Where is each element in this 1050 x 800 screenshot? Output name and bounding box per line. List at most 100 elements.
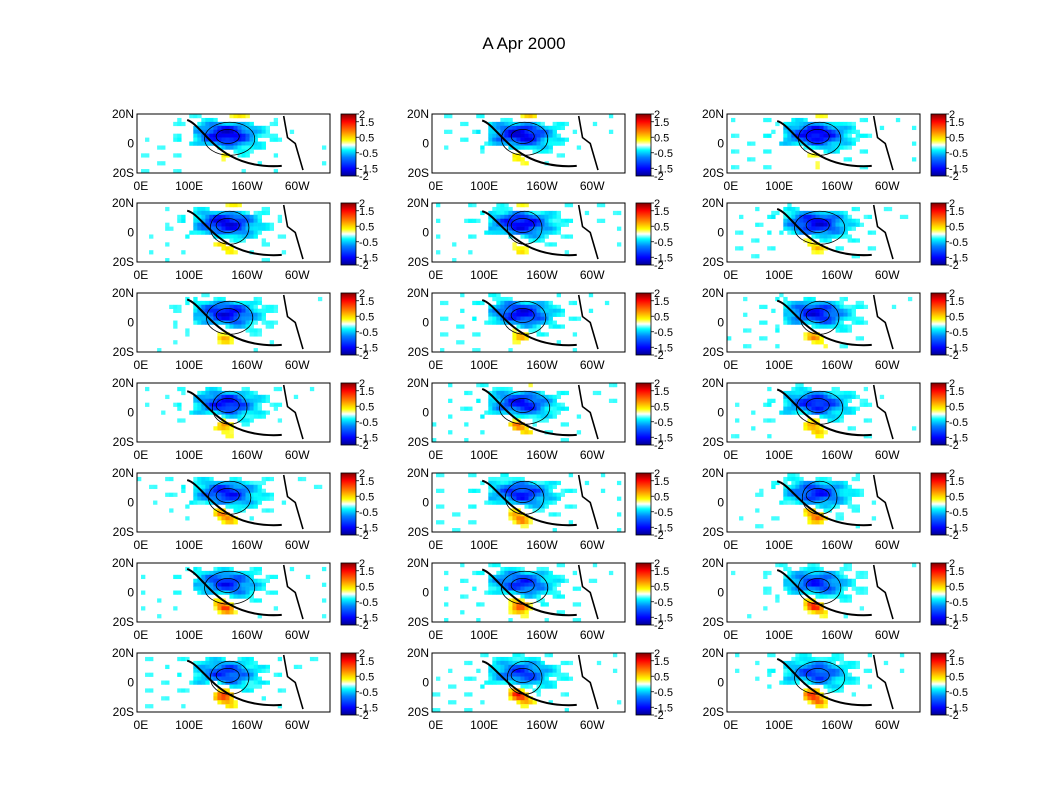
heatmap-cell — [225, 222, 230, 227]
x-tick-label: 60W — [875, 179, 900, 193]
heatmap-cell — [277, 418, 283, 423]
heatmap-cell — [233, 316, 238, 321]
heatmap-cell — [225, 496, 230, 501]
heatmap-cell — [257, 570, 262, 576]
heatmap-cell — [245, 684, 250, 689]
heatmap-cell — [213, 656, 218, 662]
heatmap-cell — [564, 676, 570, 681]
heatmap-cell — [839, 578, 844, 583]
heatmap-cell — [823, 129, 828, 134]
heatmap-cell — [827, 488, 832, 493]
heatmap-cell — [532, 125, 537, 131]
heatmap-cell — [815, 133, 820, 138]
heatmap-cell — [225, 394, 230, 400]
colorbar-tick-label: 0.5 — [359, 491, 374, 503]
heatmap-cell — [815, 234, 820, 239]
heatmap-cell — [847, 312, 852, 317]
panel-frame — [431, 382, 626, 443]
heatmap-cell — [540, 398, 545, 403]
heatmap-cell — [576, 316, 582, 321]
heatmap-cell — [847, 129, 852, 134]
colorbar-tick-label: -1.5 — [359, 612, 378, 624]
heatmap-cell — [480, 700, 485, 705]
heatmap-cell — [528, 141, 533, 146]
heatmap-cell — [540, 300, 545, 306]
heatmap-cell — [145, 153, 150, 158]
heatmap-cell — [500, 210, 505, 216]
heatmap-cell — [205, 117, 210, 123]
heatmap-cell — [201, 293, 206, 298]
heatmap-cell — [245, 394, 250, 400]
heatmap-cell — [237, 390, 242, 396]
heatmap-cell — [261, 696, 266, 701]
colorbar — [635, 292, 652, 356]
heatmap-cell — [839, 598, 844, 603]
heatmap-cell — [245, 578, 250, 583]
heatmap-cell — [476, 129, 481, 134]
heatmap-cell — [193, 206, 198, 212]
heatmap-cell — [532, 594, 537, 599]
heatmap-cell — [787, 226, 792, 231]
heatmap-cell — [221, 133, 226, 138]
heatmap-cell — [265, 206, 270, 212]
heatmap-cell — [835, 246, 840, 251]
heatmap-cell — [165, 492, 170, 497]
heatmap-cell — [460, 406, 465, 411]
heatmap-cell — [763, 606, 768, 611]
heatmap-cell — [181, 488, 186, 493]
heatmap-cell — [827, 476, 832, 482]
colorbar — [635, 113, 652, 177]
heatmap-cell — [811, 512, 816, 517]
heatmap-cell — [556, 394, 561, 400]
heatmap-cell — [273, 320, 279, 325]
heatmap-cell — [197, 582, 202, 587]
heatmap-cell — [548, 316, 553, 321]
heatmap-cell — [504, 402, 509, 407]
heatmap-cell — [524, 121, 529, 127]
heatmap-cell — [249, 570, 254, 576]
heatmap-cell — [265, 222, 270, 227]
heatmap-cell — [831, 688, 836, 693]
heatmap-cell — [827, 500, 832, 505]
colorbar-tick-label: 2 — [654, 558, 660, 570]
heatmap-cell — [767, 684, 772, 689]
heatmap-cell — [504, 125, 509, 131]
heatmap-cell — [891, 304, 897, 310]
heatmap-cell — [444, 316, 449, 321]
heatmap-cell — [819, 656, 824, 662]
heatmap-cell — [516, 129, 521, 134]
heatmap-cell — [524, 402, 529, 407]
heatmap-cell — [464, 137, 469, 142]
heatmap-cell — [803, 222, 808, 227]
heatmap-cell — [504, 222, 509, 227]
colorbar-tick-label: 0.5 — [359, 671, 374, 683]
heatmap-cell — [811, 578, 816, 583]
heatmap-cell — [488, 394, 493, 400]
heatmap-cell — [241, 594, 246, 599]
heatmap-cell — [197, 304, 202, 310]
heatmap-cell — [229, 676, 234, 681]
heatmap-cell — [819, 133, 824, 138]
heatmap-cell — [847, 328, 852, 333]
heatmap-cell — [536, 133, 541, 138]
heatmap-cell — [221, 340, 226, 345]
heatmap-cell — [763, 304, 768, 310]
heatmap-cell — [241, 410, 246, 415]
heatmap-cell — [835, 676, 840, 681]
heatmap-cell — [221, 153, 226, 158]
heatmap-cell — [811, 700, 816, 705]
heatmap-cell — [520, 656, 525, 662]
heatmap-cell — [209, 316, 214, 321]
heatmap-cell — [237, 680, 242, 685]
heatmap-cell — [783, 402, 788, 407]
heatmap-cell — [847, 566, 852, 572]
heatmap-cell — [492, 480, 497, 486]
heatmap-cell — [201, 390, 206, 396]
heatmap-cell — [819, 594, 824, 599]
heatmap-cell — [492, 210, 497, 216]
heatmap-cell — [520, 426, 525, 431]
heatmap-cell — [213, 598, 218, 603]
heatmap-cell — [835, 590, 840, 595]
heatmap-cell — [237, 574, 242, 580]
heatmap-cell — [488, 406, 493, 411]
